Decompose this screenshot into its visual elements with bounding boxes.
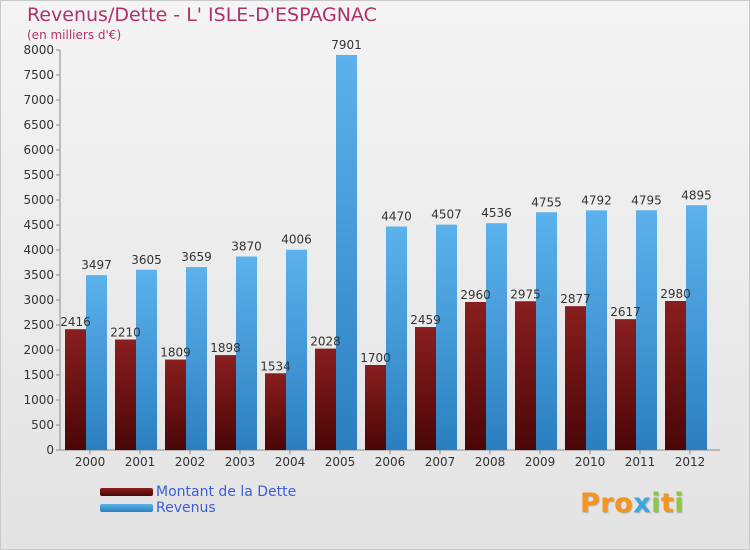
bar-revenue-2012	[686, 205, 707, 450]
y-tick-label: 2000	[23, 343, 54, 357]
data-label-revenue-2005: 7901	[331, 38, 362, 52]
x-tick-label: 2003	[225, 455, 256, 469]
data-label-debt-2002: 1809	[160, 346, 191, 360]
bar-debt-2007	[415, 327, 436, 450]
y-tick-label: 7000	[23, 93, 54, 107]
x-tick-label: 2011	[625, 455, 656, 469]
bar-debt-2000	[65, 329, 86, 450]
data-label-revenue-2009: 4755	[531, 195, 562, 209]
bar-debt-2008	[465, 302, 486, 450]
y-tick-label: 4500	[23, 218, 54, 232]
x-tick-label: 2007	[425, 455, 456, 469]
data-label-debt-2012: 2980	[660, 287, 691, 301]
bar-debt-2001	[115, 339, 136, 450]
data-label-revenue-2001: 3605	[131, 253, 162, 267]
y-tick-label: 2500	[23, 318, 54, 332]
legend-swatch-debt	[100, 488, 153, 496]
bar-revenue-2008	[486, 223, 507, 450]
data-label-revenue-2008: 4536	[481, 206, 512, 220]
bar-revenue-2007	[436, 224, 457, 450]
x-tick-label: 2000	[75, 455, 106, 469]
data-label-revenue-2003: 3870	[231, 240, 262, 254]
y-tick-label: 0	[46, 443, 54, 457]
chart-subtitle: (en milliers d'€)	[27, 28, 122, 42]
bar-revenue-2001	[136, 269, 157, 450]
y-tick-label: 7500	[23, 68, 54, 82]
data-label-revenue-2012: 4895	[681, 188, 712, 202]
data-label-debt-2006: 1700	[360, 351, 391, 365]
x-tick-label: 2006	[375, 455, 406, 469]
bar-revenue-2002	[186, 267, 207, 450]
data-label-revenue-2007: 4507	[431, 208, 462, 222]
data-label-debt-2011: 2617	[610, 305, 641, 319]
data-label-revenue-2010: 4792	[581, 193, 612, 207]
x-tick-label: 2002	[175, 455, 206, 469]
legend-label-debt: Montant de la Dette	[156, 484, 297, 500]
x-tick-label: 2004	[275, 455, 306, 469]
data-label-debt-2009: 2975	[510, 287, 541, 301]
y-tick-label: 4000	[23, 243, 54, 257]
bar-revenue-2000	[86, 275, 107, 450]
bar-debt-2003	[215, 355, 236, 450]
bar-debt-2004	[265, 373, 286, 450]
y-tick-label: 5000	[23, 193, 54, 207]
bar-revenue-2011	[636, 210, 657, 450]
bar-debt-2002	[165, 359, 186, 450]
data-label-debt-2005: 2028	[310, 335, 341, 349]
data-label-revenue-2002: 3659	[181, 250, 212, 264]
data-label-debt-2008: 2960	[460, 288, 491, 302]
data-label-debt-2003: 1898	[210, 341, 241, 355]
x-tick-label: 2001	[125, 455, 156, 469]
bar-revenue-2010	[586, 210, 607, 450]
proxiti-logo: Proxiti	[580, 488, 685, 519]
data-label-debt-2000: 2416	[60, 315, 91, 329]
y-tick-label: 500	[31, 418, 54, 432]
x-tick-label: 2010	[575, 455, 606, 469]
data-label-revenue-2006: 4470	[381, 210, 412, 224]
bar-debt-2010	[565, 306, 586, 450]
y-tick-label: 6500	[23, 118, 54, 132]
data-label-debt-2007: 2459	[410, 313, 441, 327]
x-tick-label: 2009	[525, 455, 556, 469]
bar-revenue-2003	[236, 256, 257, 450]
y-tick-label: 1000	[23, 393, 54, 407]
data-label-revenue-2000: 3497	[81, 258, 112, 272]
legend-label-revenue: Revenus	[156, 500, 216, 516]
data-label-revenue-2004: 4006	[281, 233, 312, 247]
y-tick-label: 8000	[23, 43, 54, 57]
bar-debt-2011	[615, 319, 636, 450]
bar-debt-2005	[315, 348, 336, 450]
data-label-debt-2001: 2210	[110, 326, 141, 340]
bar-revenue-2006	[386, 226, 407, 450]
bar-debt-2006	[365, 365, 386, 450]
data-label-debt-2010: 2877	[560, 292, 591, 306]
x-tick-label: 2008	[475, 455, 506, 469]
bar-debt-2009	[515, 301, 536, 450]
bar-debt-2012	[665, 301, 686, 450]
y-tick-label: 3000	[23, 293, 54, 307]
y-tick-label: 3500	[23, 268, 54, 282]
y-tick-label: 5500	[23, 168, 54, 182]
x-tick-label: 2005	[325, 455, 356, 469]
data-label-revenue-2011: 4795	[631, 193, 662, 207]
bar-revenue-2004	[286, 249, 307, 450]
bar-revenue-2005	[336, 54, 357, 450]
x-tick-label: 2012	[675, 455, 706, 469]
legend-swatch-revenue	[100, 504, 153, 512]
y-tick-label: 6000	[23, 143, 54, 157]
chart-title: Revenus/Dette - L' ISLE-D'ESPAGNAC	[27, 4, 377, 26]
data-label-debt-2004: 1534	[260, 359, 291, 373]
y-tick-label: 1500	[23, 368, 54, 382]
bar-revenue-2009	[536, 212, 557, 450]
